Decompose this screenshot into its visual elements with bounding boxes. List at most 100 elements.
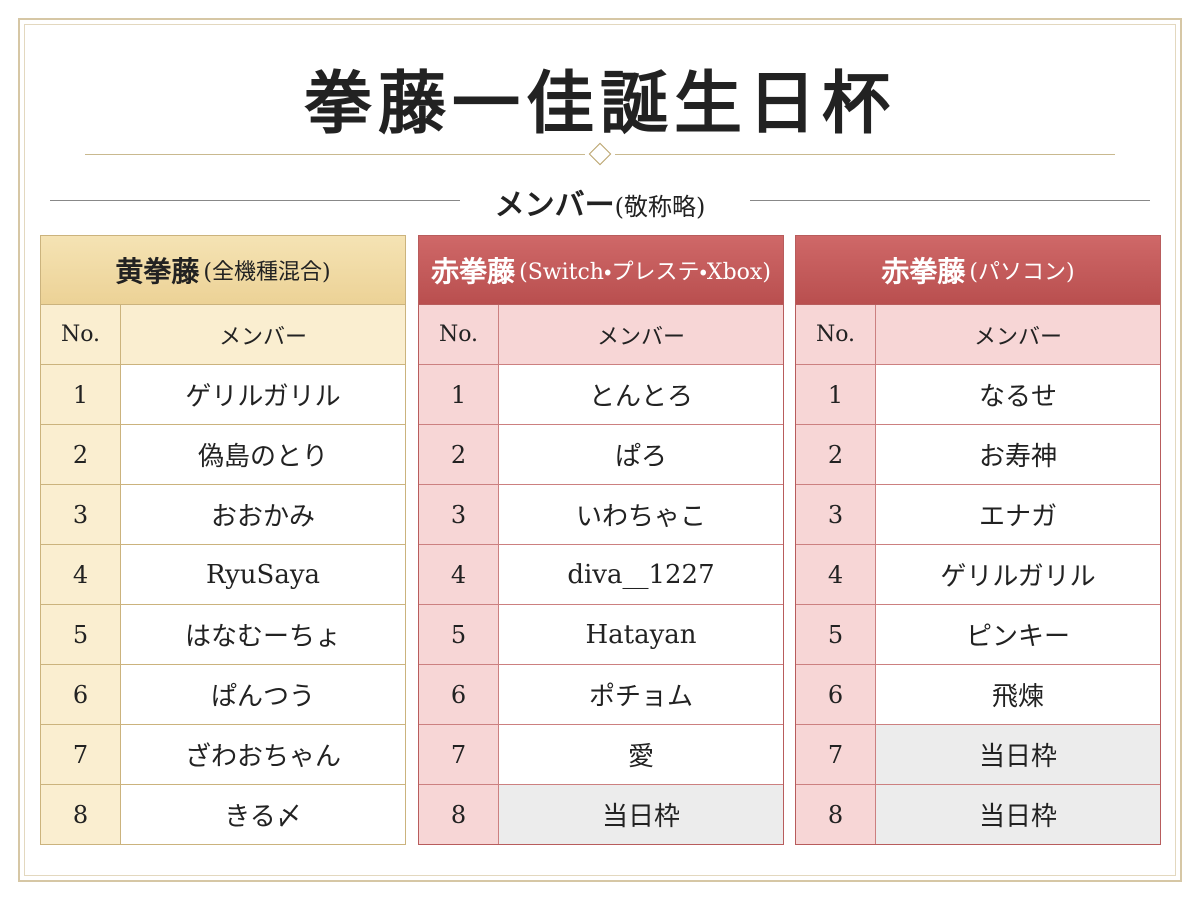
divider	[50, 200, 460, 201]
member-name: diva__1227	[567, 559, 715, 590]
table-row: 3 エナガ	[796, 485, 1160, 545]
subtitle-note: (敬称略)	[614, 193, 706, 221]
row-number: 6	[419, 665, 499, 724]
member-name: Hatayan	[585, 619, 697, 650]
member-name: とんとろ	[588, 382, 693, 412]
row-number: 8	[41, 785, 121, 844]
table-title: 赤拳藤 (パソコン)	[796, 236, 1160, 305]
member-name: 愛	[627, 742, 654, 772]
row-number: 3	[796, 485, 876, 544]
member-name: はなむーちょ	[184, 622, 341, 652]
table-note: (パソコン)	[969, 260, 1075, 285]
table-note: (全機種混合)	[203, 260, 331, 285]
row-number: 5	[796, 605, 876, 664]
table-row: 3 いわちゃこ	[419, 485, 783, 545]
table: 赤拳藤 (Switch・プレステ・Xbox) No. メンバー 1 とんとろ 2 ぱろ 3 いわち…	[418, 235, 784, 845]
table-row: 4 RyuSaya	[41, 545, 405, 605]
subtitle: メンバー	[494, 188, 615, 223]
row-number: 7	[41, 725, 121, 784]
ornament-line	[85, 154, 585, 155]
row-number: 6	[796, 665, 876, 724]
table-name: 赤拳藤	[881, 255, 966, 288]
member-name: 当日枠	[876, 725, 1160, 784]
table-row: 7 当日枠	[796, 725, 1160, 785]
table-row: 2 偽島のとり	[41, 425, 405, 485]
row-number: 2	[41, 425, 121, 484]
title: 拳藤一佳誕生日杯	[303, 64, 896, 144]
table-row: 6 ポチョム	[419, 665, 783, 725]
row-number: 4	[41, 545, 121, 604]
col-header: No.	[41, 305, 121, 364]
col-header: メンバー	[218, 324, 307, 350]
table-row: 1 ゲリルガリル	[41, 365, 405, 425]
member-name: 飛煉	[991, 682, 1044, 712]
col-header: メンバー	[596, 324, 685, 350]
member-name: 当日枠	[499, 785, 783, 844]
frame-inner	[24, 24, 1176, 876]
member-name: エナガ	[978, 502, 1057, 532]
table-row: 8 きる〆	[41, 785, 405, 844]
table: 黄拳藤 (全機種混合) No. メンバー 1 ゲリルガリル 2 偽島のとり 3 おおかみ 4 RyuS…	[40, 235, 406, 845]
table: 赤拳藤 (パソコン) No. メンバー 1 なるせ 2 お寿神 3 エナガ 4 ゲリルガリル 5 ピンキー…	[795, 235, 1161, 845]
divider	[750, 200, 1150, 201]
row-number: 3	[41, 485, 121, 544]
table-row: 7 ざわおちゃん	[41, 725, 405, 785]
col-header: No.	[796, 305, 876, 364]
member-name: ピンキー	[965, 622, 1070, 652]
member-name: ポチョム	[588, 682, 693, 712]
member-name: きる〆	[224, 802, 302, 832]
col-header: メンバー	[973, 324, 1062, 350]
table-row: 4 diva__1227	[419, 545, 783, 605]
member-name: ゲリルガリル	[185, 382, 341, 412]
row-number: 4	[796, 545, 876, 604]
row-number: 1	[41, 365, 121, 424]
row-number: 1	[419, 365, 499, 424]
header-row: No. メンバー	[796, 305, 1160, 365]
member-name: おおかみ	[210, 502, 315, 532]
table-name: 赤拳藤	[431, 255, 516, 288]
table-note: (Switch・プレステ・Xbox)	[519, 260, 771, 285]
ornament-line	[615, 154, 1115, 155]
row-number: 5	[41, 605, 121, 664]
col-header: No.	[419, 305, 499, 364]
row-number: 7	[419, 725, 499, 784]
row-number: 3	[419, 485, 499, 544]
table-row: 4 ゲリルガリル	[796, 545, 1160, 605]
row-number: 6	[41, 665, 121, 724]
member-name: 偽島のとり	[197, 442, 328, 472]
member-name: ぱんつう	[210, 682, 315, 712]
table-row: 1 なるせ	[796, 365, 1160, 425]
table-row: 5 ピンキー	[796, 605, 1160, 665]
member-name: RyuSaya	[205, 559, 321, 590]
table-row: 3 おおかみ	[41, 485, 405, 545]
table-row: 1 とんとろ	[419, 365, 783, 425]
member-name: 当日枠	[876, 785, 1160, 844]
row-number: 4	[419, 545, 499, 604]
table-title: 赤拳藤 (Switch・プレステ・Xbox)	[419, 236, 783, 305]
table-row: 6 飛煉	[796, 665, 1160, 725]
table-name: 黄拳藤	[115, 255, 200, 288]
table-row: 6 ぱんつう	[41, 665, 405, 725]
table-row: 5 はなむーちょ	[41, 605, 405, 665]
member-name: ぱろ	[614, 442, 667, 472]
table-row: 2 ぱろ	[419, 425, 783, 485]
row-number: 1	[796, 365, 876, 424]
member-name: いわちゃこ	[575, 502, 706, 532]
member-name: なるせ	[978, 382, 1057, 412]
row-number: 2	[796, 425, 876, 484]
table-row: 2 お寿神	[796, 425, 1160, 485]
row-number: 8	[419, 785, 499, 844]
subtitle-block: メンバー(敬称略)	[0, 180, 1200, 224]
frame	[18, 18, 1182, 882]
row-number: 7	[796, 725, 876, 784]
row-number: 2	[419, 425, 499, 484]
table-title: 黄拳藤 (全機種混合)	[41, 236, 405, 305]
member-name: お寿神	[978, 442, 1057, 472]
header-row: No. メンバー	[419, 305, 783, 365]
row-number: 5	[419, 605, 499, 664]
row-number: 8	[796, 785, 876, 844]
table-row: 8 当日枠	[419, 785, 783, 844]
table-row: 8 当日枠	[796, 785, 1160, 844]
